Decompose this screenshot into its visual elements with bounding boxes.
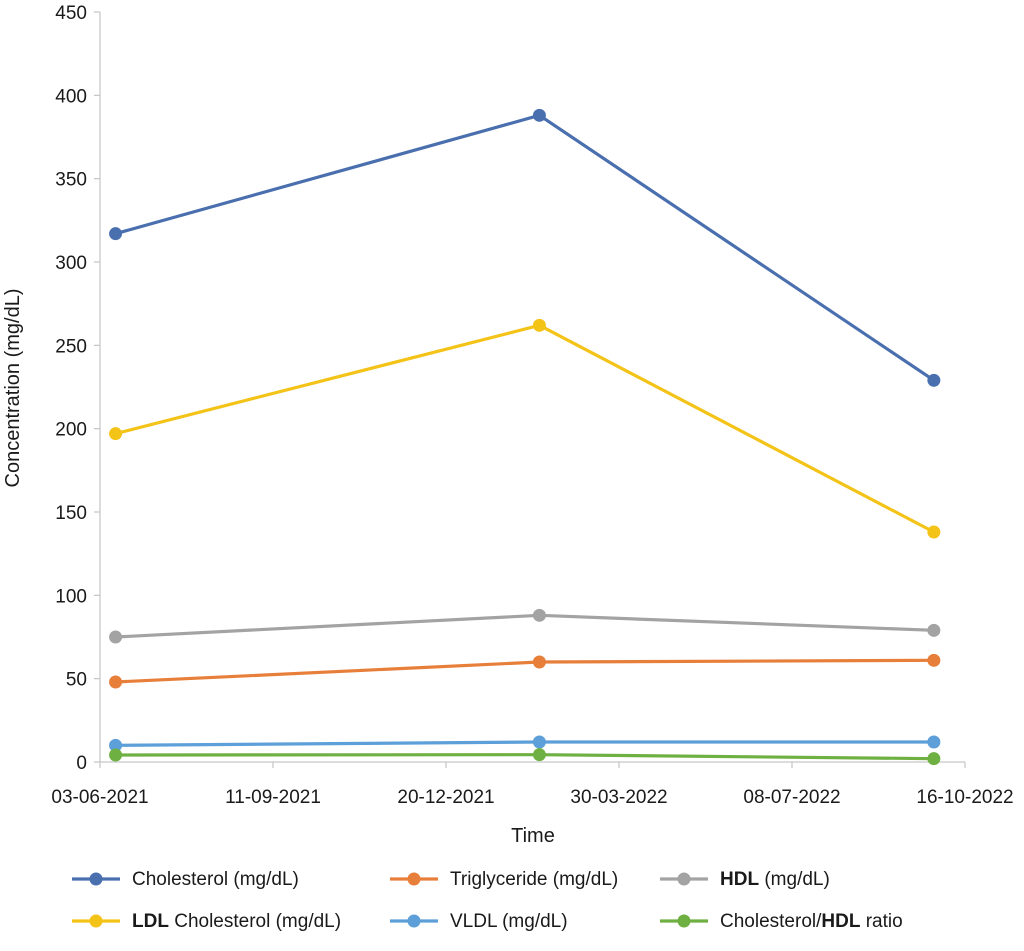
- legend-swatch-marker: [89, 872, 103, 886]
- legend-label: VLDL (mg/dL): [450, 911, 568, 932]
- series-2: [109, 653, 941, 689]
- series-6: [109, 748, 941, 766]
- series-line: [115, 323, 935, 534]
- legend-swatch-marker: [407, 914, 421, 928]
- legend-swatch-marker: [89, 914, 103, 928]
- x-tick-label: 20-12-2021: [397, 787, 494, 808]
- legend: Cholesterol (mg/dL) Triglyceride (mg/dL) H…: [72, 869, 903, 932]
- data-point: [532, 748, 546, 762]
- data-point: [927, 735, 941, 749]
- data-point: [532, 735, 546, 749]
- data-point: [109, 427, 123, 441]
- y-tick-label: 150: [55, 503, 87, 524]
- series-line: [115, 658, 934, 684]
- data-point: [927, 373, 941, 387]
- axes: 0 50 100 150 200 250 300 350 400 450 03-06-2021 11-…: [51, 3, 1013, 808]
- series-4: [109, 318, 941, 539]
- legend-label: HDL (mg/dL): [720, 869, 830, 890]
- y-tick-label: 100: [55, 586, 87, 607]
- data-point: [109, 675, 123, 689]
- data-point: [532, 608, 546, 622]
- series-1: [109, 108, 941, 387]
- data-point: [927, 623, 941, 637]
- y-tick-label: 300: [55, 253, 87, 274]
- legend-label: Cholesterol (mg/dL): [132, 869, 299, 890]
- x-tick-label: 08-07-2022: [743, 787, 840, 808]
- data-point: [532, 655, 546, 669]
- y-tick-label: 250: [55, 336, 87, 357]
- series-line: [115, 740, 934, 747]
- data-point: [109, 227, 123, 241]
- x-axis-title: Time: [511, 825, 555, 847]
- data-point: [532, 318, 546, 332]
- y-tick-label: 0: [76, 753, 87, 774]
- legend-swatch-marker: [677, 872, 691, 886]
- legend-label: LDL Cholesterol (mg/dL): [132, 911, 341, 932]
- legend-swatch-marker: [677, 914, 691, 928]
- series-5: [109, 735, 941, 752]
- data-point: [109, 630, 123, 644]
- legend-swatch-marker: [407, 872, 421, 886]
- y-tick-label: 450: [55, 3, 87, 24]
- legend-item: Cholesterol/HDL ratio: [660, 911, 903, 932]
- data-point: [927, 653, 941, 667]
- legend-label: Triglyceride (mg/dL): [450, 869, 618, 890]
- legend-item: HDL (mg/dL): [660, 869, 830, 890]
- legend-label: Cholesterol/HDL ratio: [720, 911, 903, 932]
- data-point: [109, 748, 123, 762]
- series-lines: [109, 108, 941, 766]
- series-line: [115, 753, 934, 761]
- y-tick-label: 200: [55, 420, 87, 441]
- legend-item: VLDL (mg/dL): [390, 911, 568, 932]
- series-3: [109, 608, 941, 644]
- y-axis-title: Concentration (mg/dL): [2, 289, 24, 488]
- data-point: [927, 752, 941, 766]
- x-tick-label: 16-10-2022: [916, 787, 1013, 808]
- legend-item: Triglyceride (mg/dL): [390, 869, 618, 890]
- y-tick-label: 400: [55, 86, 87, 107]
- legend-item: Cholesterol (mg/dL): [72, 869, 299, 890]
- data-point: [927, 525, 941, 539]
- series-line: [115, 613, 934, 639]
- x-tick-label: 03-06-2021: [51, 787, 148, 808]
- x-tick-label: 11-09-2021: [225, 787, 321, 808]
- y-tick-label: 350: [55, 170, 87, 191]
- series-line: [115, 113, 935, 382]
- y-tick-label: 50: [66, 670, 87, 691]
- legend-item: LDL Cholesterol (mg/dL): [72, 911, 341, 932]
- data-point: [532, 108, 546, 122]
- data-point: [109, 738, 123, 752]
- x-tick-label: 30-03-2022: [570, 787, 667, 808]
